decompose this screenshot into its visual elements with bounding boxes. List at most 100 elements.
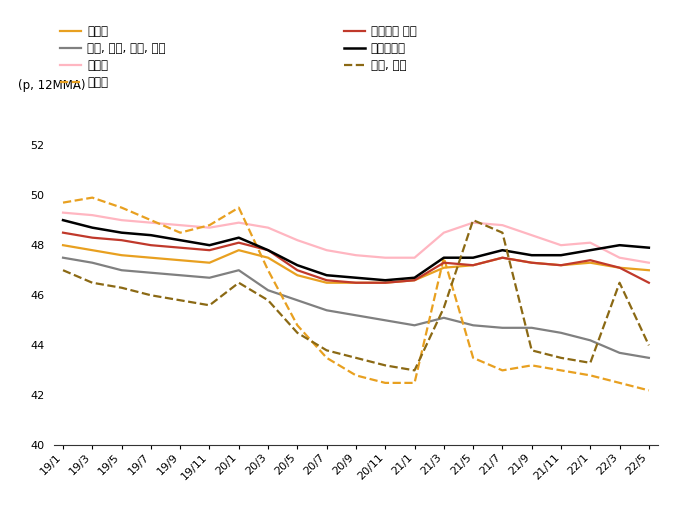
리스업 (410, 380, 418, 386)
교통, 운수, 창고, 우편 (410, 322, 418, 328)
숙박, 외식 (205, 302, 214, 308)
정보서비스 (527, 252, 536, 258)
정보서비스 (264, 247, 272, 253)
도소매 (323, 280, 331, 286)
도소매 (352, 280, 360, 286)
정보서비스 (410, 275, 418, 281)
부동산 (323, 247, 331, 253)
숙박, 외식 (557, 355, 565, 361)
정보서비스 (294, 262, 302, 268)
정보서비스 (498, 247, 506, 253)
도소매 (205, 260, 214, 266)
숙박, 외식 (294, 329, 302, 336)
서비스업 전체 (352, 280, 360, 286)
정보서비스 (352, 275, 360, 281)
교통, 운수, 창고, 우편 (205, 275, 214, 281)
서비스업 전체 (323, 277, 331, 283)
부동산 (59, 209, 67, 215)
숙박, 외식 (440, 305, 448, 311)
숙박, 외식 (498, 229, 506, 236)
도소매 (557, 262, 565, 268)
리스업 (440, 255, 448, 261)
교통, 운수, 창고, 우편 (498, 325, 506, 331)
도소매 (527, 260, 536, 266)
정보서비스 (117, 229, 125, 236)
리스업 (469, 355, 477, 361)
정보서비스 (323, 272, 331, 278)
리스업 (381, 380, 389, 386)
숙박, 외식 (616, 280, 624, 286)
서비스업 전체 (176, 244, 184, 251)
도소매 (645, 267, 653, 274)
부동산 (410, 255, 418, 261)
Text: (p, 12MMA): (p, 12MMA) (18, 79, 85, 92)
교통, 운수, 창고, 우편 (235, 267, 243, 274)
숙박, 외식 (176, 297, 184, 304)
교통, 운수, 창고, 우편 (440, 314, 448, 321)
서비스업 전체 (264, 247, 272, 253)
정보서비스 (381, 277, 389, 283)
교통, 운수, 창고, 우편 (616, 350, 624, 356)
부동산 (235, 220, 243, 226)
도소매 (147, 255, 155, 261)
교통, 운수, 창고, 우편 (645, 355, 653, 361)
숙박, 외식 (235, 280, 243, 286)
Line: 서비스업 전체: 서비스업 전체 (63, 233, 649, 283)
부동산 (616, 255, 624, 261)
서비스업 전체 (410, 277, 418, 283)
서비스업 전체 (235, 239, 243, 246)
도소매 (410, 277, 418, 283)
교통, 운수, 창고, 우편 (88, 260, 96, 266)
교통, 운수, 창고, 우편 (264, 287, 272, 293)
숙박, 외식 (352, 355, 360, 361)
서비스업 전체 (117, 237, 125, 243)
부동산 (147, 220, 155, 226)
숙박, 외식 (117, 284, 125, 291)
부동산 (557, 242, 565, 248)
도소매 (586, 260, 595, 266)
정보서비스 (469, 255, 477, 261)
숙박, 외식 (323, 347, 331, 353)
서비스업 전체 (88, 235, 96, 241)
숙박, 외식 (147, 292, 155, 298)
Legend: 서비스업 전체, 정보서비스, 숙박, 외식: 서비스업 전체, 정보서비스, 숙박, 외식 (344, 25, 417, 72)
부동산 (645, 260, 653, 266)
숙박, 외식 (264, 297, 272, 304)
리스업 (645, 387, 653, 394)
Line: 숙박, 외식: 숙박, 외식 (63, 220, 649, 370)
부동산 (352, 252, 360, 258)
서비스업 전체 (498, 255, 506, 261)
리스업 (498, 367, 506, 373)
정보서비스 (147, 232, 155, 238)
서비스업 전체 (440, 260, 448, 266)
숙박, 외식 (469, 217, 477, 223)
부동산 (440, 229, 448, 236)
리스업 (205, 222, 214, 228)
숙박, 외식 (410, 367, 418, 373)
부동산 (469, 220, 477, 226)
정보서비스 (235, 235, 243, 241)
리스업 (352, 372, 360, 379)
서비스업 전체 (59, 229, 67, 236)
도소매 (88, 247, 96, 253)
숙박, 외식 (586, 360, 595, 366)
정보서비스 (616, 242, 624, 248)
리스업 (117, 205, 125, 211)
교통, 운수, 창고, 우편 (323, 307, 331, 313)
도소매 (176, 257, 184, 263)
도소매 (117, 252, 125, 258)
정보서비스 (88, 224, 96, 231)
서비스업 전체 (147, 242, 155, 248)
Line: 부동산: 부동산 (63, 212, 649, 263)
서비스업 전체 (616, 265, 624, 271)
서비스업 전체 (205, 247, 214, 253)
정보서비스 (59, 217, 67, 223)
서비스업 전체 (381, 280, 389, 286)
교통, 운수, 창고, 우편 (586, 337, 595, 343)
교통, 운수, 창고, 우편 (557, 329, 565, 336)
리스업 (176, 229, 184, 236)
리스업 (557, 367, 565, 373)
Line: 정보서비스: 정보서비스 (63, 220, 649, 280)
리스업 (147, 217, 155, 223)
정보서비스 (176, 237, 184, 243)
